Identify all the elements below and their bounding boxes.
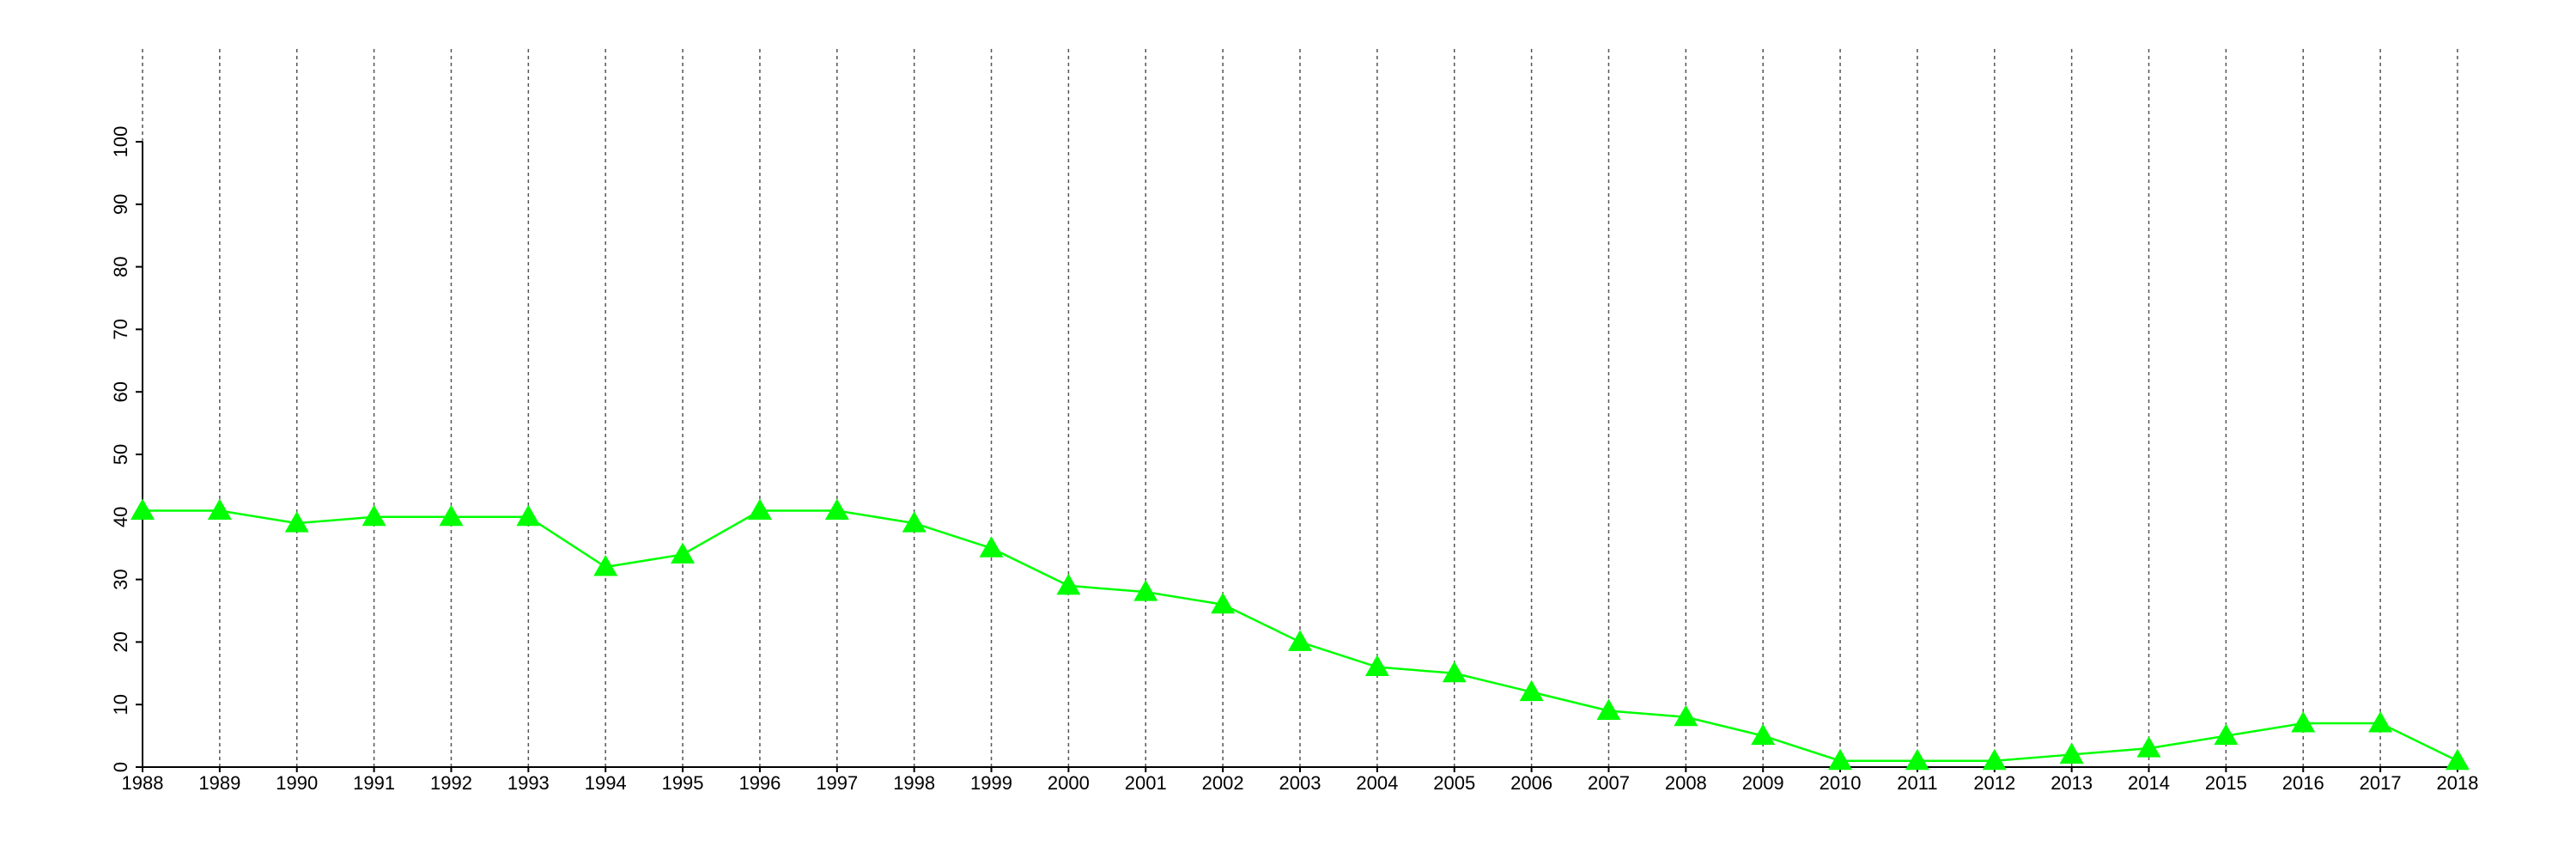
- y-tick-label: 40: [110, 507, 131, 527]
- marker: [2059, 742, 2084, 764]
- x-tick-label: 2005: [1433, 772, 1475, 794]
- marker: [593, 555, 618, 576]
- marker: [2136, 736, 2161, 758]
- x-tick-label: 1998: [893, 772, 935, 794]
- marker: [284, 511, 309, 533]
- x-tick-label: 1999: [970, 772, 1012, 794]
- x-tick-label: 2003: [1279, 772, 1321, 794]
- y-tick-label: 30: [110, 569, 131, 589]
- y-tick-label: 70: [110, 319, 131, 339]
- x-tick-label: 2012: [1973, 772, 2015, 794]
- marker: [516, 504, 541, 527]
- y-tick-label: 50: [110, 444, 131, 465]
- x-tick-label: 2015: [2205, 772, 2247, 794]
- marker: [131, 498, 155, 521]
- x-tick-label: 2010: [1820, 772, 1862, 794]
- x-tick-label: 1996: [738, 772, 781, 794]
- x-tick-label: 2013: [2050, 772, 2093, 794]
- x-tick-label: 2017: [2360, 772, 2402, 794]
- marker: [1133, 580, 1158, 601]
- x-tick-label: 1989: [198, 772, 240, 794]
- marker: [1905, 748, 1929, 771]
- y-tick-label: 90: [110, 194, 131, 215]
- y-tick-label: 100: [110, 126, 131, 158]
- x-tick-label: 2001: [1125, 772, 1167, 794]
- marker: [1596, 698, 1621, 720]
- x-tick-label: 2004: [1356, 772, 1398, 794]
- y-tick-label: 10: [110, 694, 131, 715]
- x-tick-label: 2014: [2128, 772, 2170, 794]
- marker: [361, 504, 386, 527]
- x-tick-label: 1991: [353, 772, 395, 794]
- marker: [1519, 679, 1544, 702]
- marker: [1751, 723, 1776, 746]
- x-tick-label: 1997: [816, 772, 858, 794]
- x-tick-label: 1995: [662, 772, 704, 794]
- x-tick-label: 1994: [585, 772, 627, 794]
- marker: [1364, 655, 1389, 677]
- y-tick-label: 80: [110, 256, 131, 277]
- marker: [1056, 573, 1081, 595]
- y-tick-label: 0: [110, 762, 131, 772]
- marker: [979, 536, 1004, 557]
- x-tick-label: 1992: [430, 772, 472, 794]
- x-tick-label: 2006: [1510, 772, 1552, 794]
- x-tick-label: 2018: [2437, 772, 2479, 794]
- x-tick-label: 2009: [1742, 772, 1784, 794]
- marker: [1828, 748, 1853, 771]
- marker: [671, 542, 696, 564]
- marker: [2291, 711, 2316, 733]
- x-tick-label: 1993: [507, 772, 550, 794]
- marker: [439, 504, 464, 527]
- marker: [2445, 748, 2470, 771]
- marker: [1674, 704, 1698, 727]
- marker: [747, 498, 772, 521]
- x-tick-label: 2007: [1588, 772, 1630, 794]
- marker: [2214, 723, 2239, 746]
- marker: [1442, 661, 1467, 683]
- y-tick-label: 60: [110, 381, 131, 402]
- marker: [1288, 630, 1312, 651]
- marker: [902, 511, 927, 533]
- x-tick-label: 2011: [1897, 772, 1937, 794]
- x-tick-label: 2002: [1202, 772, 1244, 794]
- marker: [1211, 592, 1236, 614]
- y-tick-label: 20: [110, 631, 131, 652]
- x-tick-label: 2008: [1665, 772, 1707, 794]
- marker: [207, 498, 232, 521]
- marker: [1982, 748, 2007, 771]
- x-tick-label: 1988: [122, 772, 164, 794]
- x-tick-label: 2000: [1048, 772, 1090, 794]
- marker: [824, 498, 849, 521]
- x-tick-label: 2016: [2282, 772, 2324, 794]
- x-tick-label: 1990: [276, 772, 318, 794]
- marker: [2368, 711, 2393, 733]
